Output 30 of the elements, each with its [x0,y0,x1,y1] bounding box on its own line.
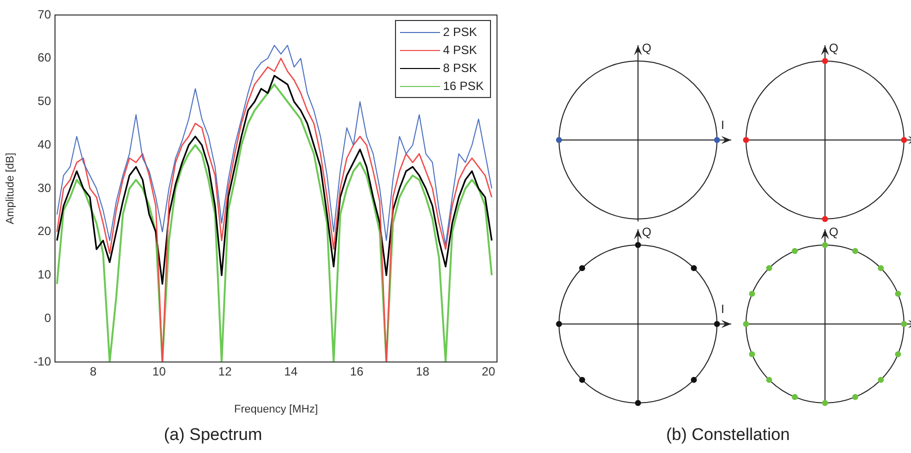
text: Q [829,225,838,240]
text: Q [642,225,652,240]
x-tick-label: 12 [218,364,232,379]
y-tick-label: 50 [38,94,52,108]
y-tick-label: 20 [38,224,52,238]
x-tick-label: 20 [482,364,496,379]
text: Q [829,41,838,56]
y-axis-title: Amplitude [dB] [4,152,17,224]
text: I [720,302,724,316]
legend-label: 4 PSK [443,43,478,57]
x-axis-title: Frequency [MHz] [234,403,318,416]
legend-label: 16 PSK [443,79,484,93]
text: (b) Constellation [666,425,790,445]
x-tick-label: 18 [416,364,430,379]
y-tick-label: 30 [38,180,52,195]
text: I [720,118,724,132]
y-tick-label: 0 [44,310,52,325]
y-tick-label: 40 [38,137,52,152]
legend-label: 2 PSK [443,25,478,39]
x-tick-label: 8 [90,364,97,379]
y-tick-label: 70 [38,7,52,22]
x-tick-label: 16 [350,364,364,379]
text: (a) Spectrum [164,425,262,445]
x-tick-label: 10 [152,364,166,379]
text: Q [642,41,652,56]
x-tick-label: 14 [284,364,298,379]
y-tick-label: 60 [38,50,52,65]
y-tick-label: 10 [38,268,52,282]
y-tick-label: -10 [34,354,52,368]
legend-label: 8 PSK [443,61,478,75]
